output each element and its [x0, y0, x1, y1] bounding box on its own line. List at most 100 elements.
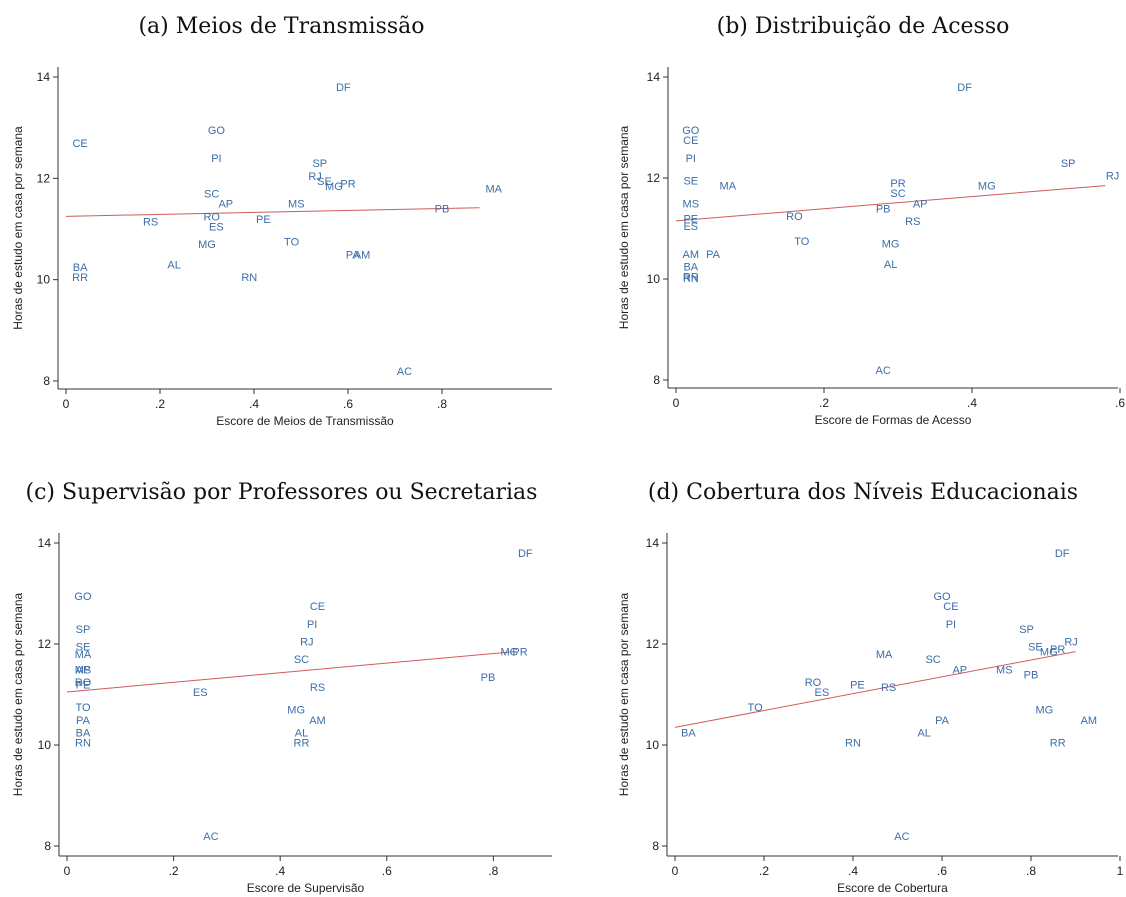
point-label-go: GO — [74, 591, 92, 603]
x-axis-title: Escore de Meios de Transmissão — [216, 414, 394, 428]
point-label-ap: AP — [76, 664, 91, 676]
point-label-ro: RO — [203, 211, 220, 223]
x-tick-label: .4 — [848, 864, 858, 878]
point-label-sc: SC — [925, 654, 940, 666]
x-tick-label: .8 — [1026, 864, 1036, 878]
point-label-ro: RO — [786, 211, 803, 223]
point-label-rn: RN — [241, 272, 257, 284]
point-label-al: AL — [917, 727, 930, 739]
y-tick-label: 12 — [647, 171, 661, 185]
x-tick-label: .6 — [382, 864, 392, 878]
x-tick-label: .2 — [819, 396, 829, 410]
point-label-al: AL — [295, 727, 308, 739]
x-tick-label: .4 — [967, 396, 977, 410]
y-tick-label: 10 — [647, 272, 661, 286]
fit-line — [66, 651, 515, 693]
x-axis-title: Escore de Supervisão — [247, 881, 365, 895]
scatter-chart-supervisao: 8 10 12 14 0 .2 .4 .6 .8 Escore de Supervisão Hora… — [11, 533, 552, 895]
point-label-pe: PE — [256, 214, 271, 226]
point-label-se: SE — [1028, 642, 1043, 654]
point-label-pi: PI — [211, 153, 221, 165]
point-label-ms: MS — [75, 664, 92, 676]
point-label-ro: RO — [805, 677, 822, 689]
point-label-ma: MA — [876, 649, 893, 661]
point-label-sp: SP — [76, 624, 91, 636]
point-label-ap: AP — [218, 199, 233, 211]
point-label-ma: MA — [720, 181, 737, 193]
point-label-ba: BA — [683, 261, 698, 273]
point-label-ms: MS — [996, 664, 1013, 676]
point-label-ms: MS — [288, 199, 305, 211]
y-tick-label: 8 — [43, 374, 50, 388]
point-label-al: AL — [884, 259, 897, 271]
point-label-pr: PR — [340, 178, 355, 190]
point-label-am: AM — [354, 249, 371, 261]
point-label-rj: RJ — [1064, 636, 1077, 648]
point-label-mg: MG — [1035, 705, 1053, 717]
point-label-pa: PA — [346, 249, 361, 261]
point-label-mg: MG — [500, 647, 518, 659]
point-label-mg: MG — [198, 239, 216, 251]
point-label-ro: RO — [75, 677, 92, 689]
point-label-rr: RR — [1050, 737, 1066, 749]
point-label-ba: BA — [73, 262, 88, 274]
point-label-go: GO — [208, 125, 226, 137]
y-tick-label: 14 — [647, 70, 661, 84]
point-label-pr: PR — [890, 178, 905, 190]
point-label-ms: MS — [683, 198, 700, 210]
x-tick-label: .4 — [249, 397, 259, 411]
point-label-pe: PE — [850, 679, 865, 691]
y-tick-label: 8 — [653, 373, 660, 387]
point-label-ce: CE — [683, 135, 698, 147]
y-tick-label: 12 — [37, 171, 51, 185]
point-label-rs: RS — [143, 216, 158, 228]
y-axis-title: Horas de estudo em casa por semana — [11, 126, 25, 330]
point-label-rs: RS — [881, 682, 896, 694]
point-label-ac: AC — [397, 366, 412, 378]
point-label-to: TO — [75, 702, 91, 714]
x-tick-label: .8 — [437, 397, 447, 411]
y-tick-label: 8 — [44, 839, 51, 853]
point-label-ba: BA — [76, 727, 91, 739]
scatter-chart-cobertura: 8 10 12 14 0 .2 .4 .6 .8 1 Escore de Cobertura Hora… — [617, 533, 1124, 895]
point-label-mg: MG — [1040, 647, 1058, 659]
point-label-se: SE — [683, 176, 698, 188]
panel-b-title: (b) Distribuição de Acesso — [716, 14, 1010, 39]
point-label-ma: MA — [485, 183, 502, 195]
point-label-es: ES — [815, 687, 830, 699]
point-label-es: ES — [209, 221, 224, 233]
point-label-ap: AP — [952, 664, 967, 676]
x-tick-label: 0 — [64, 864, 71, 878]
fit-line — [65, 207, 480, 217]
point-label-rn: RN — [845, 737, 861, 749]
point-label-rj: RJ — [308, 171, 321, 183]
point-label-pi: PI — [686, 153, 696, 165]
point-label-ce: CE — [310, 601, 325, 613]
y-tick-label: 12 — [646, 637, 660, 651]
panel-d-title: (d) Cobertura dos Níveis Educacionais — [647, 480, 1079, 505]
x-tick-label: .4 — [275, 864, 285, 878]
point-label-es: ES — [193, 687, 208, 699]
point-label-to: TO — [794, 236, 810, 248]
point-label-pb: PB — [876, 203, 891, 215]
point-label-mg: MG — [325, 181, 343, 193]
x-tick-label: .2 — [759, 864, 769, 878]
x-tick-label: .6 — [937, 864, 947, 878]
y-tick-label: 8 — [652, 839, 659, 853]
point-label-sc: SC — [890, 188, 905, 200]
y-tick-label: 14 — [646, 536, 660, 550]
point-label-df: DF — [1055, 548, 1070, 560]
point-label-al: AL — [167, 259, 180, 271]
panel-a-title: (a) Meios de Transmissão — [138, 14, 425, 39]
x-tick-label: .2 — [155, 397, 165, 411]
point-label-rn: RN — [683, 273, 699, 285]
point-label-ac: AC — [894, 831, 909, 843]
point-label-pa: PA — [76, 715, 91, 727]
point-label-rj: RJ — [1106, 170, 1119, 182]
fit-line — [675, 185, 1106, 222]
point-label-pr: PR — [1050, 644, 1065, 656]
point-label-pe: PE — [76, 679, 91, 691]
point-label-mg: MG — [287, 705, 305, 717]
point-label-am: AM — [309, 715, 326, 727]
point-label-rs: RS — [310, 682, 325, 694]
